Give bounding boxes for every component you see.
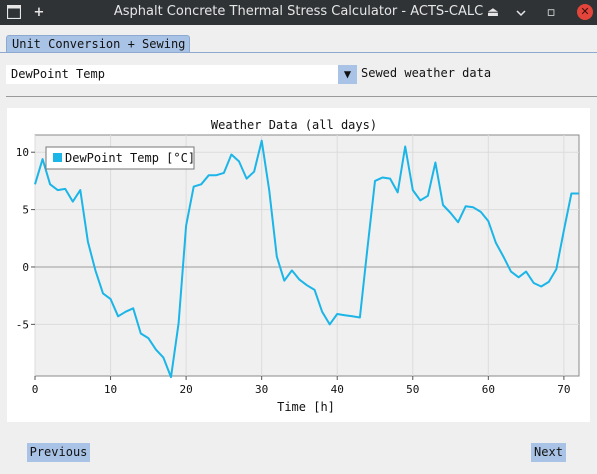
x-tick-label: 70 — [557, 383, 570, 396]
eject-icon[interactable]: ⏏ — [486, 5, 500, 20]
weather-chart: Weather Data (all days) Time [h] 0 10 20 30… — [16, 118, 580, 414]
add-icon[interactable]: + — [33, 5, 45, 20]
restore-icon[interactable]: ▫ — [546, 5, 556, 20]
next-button[interactable]: Next — [531, 443, 566, 462]
variable-select[interactable]: DewPoint Temp — [6, 65, 338, 84]
y-tick-label: 10 — [16, 146, 29, 159]
minimize-icon-svg — [516, 10, 526, 17]
window-menu-icon-svg — [6, 4, 22, 20]
legend-label: DewPoint Temp [°C] — [65, 151, 195, 165]
x-tick-label: 60 — [482, 383, 495, 396]
tab-unit-conversion-sewing[interactable]: Unit Conversion + Sewing — [6, 35, 190, 52]
x-tick-label: 40 — [331, 383, 344, 396]
series-line-dewpoint-temp — [34, 139, 579, 379]
x-tick-label: 0 — [32, 383, 39, 396]
minimize-icon[interactable] — [514, 3, 528, 22]
legend-box — [45, 146, 195, 170]
x-tick-label: 10 — [104, 383, 117, 396]
title-bar: + Asphalt Concrete Thermal Stress Calcul… — [0, 0, 597, 25]
y-tick-label: 0 — [22, 261, 29, 274]
divider — [6, 96, 597, 97]
x-tick-label: 30 — [255, 383, 268, 396]
window-title: Asphalt Concrete Thermal Stress Calculat… — [113, 4, 484, 19]
chevron-down-icon[interactable]: ▼ — [338, 65, 357, 84]
y-tick-label: 5 — [22, 204, 29, 217]
legend-swatch — [53, 153, 62, 162]
chart-legend: DewPoint Temp [°C] — [45, 146, 195, 170]
chart-panel: Weather Data (all days) Time [h] 0 10 20 30… — [7, 108, 590, 422]
status-label: Sewed weather data — [361, 66, 492, 80]
x-axis-label: Time [h] — [277, 400, 335, 414]
x-tick-label: 20 — [179, 383, 192, 396]
window-menu-icon[interactable] — [6, 3, 22, 22]
plot-area — [34, 134, 580, 377]
y-tick-label: -5 — [16, 318, 29, 331]
x-tick-label: 50 — [406, 383, 419, 396]
close-icon[interactable]: ✕ — [577, 4, 593, 20]
chart-title: Weather Data (all days) — [211, 118, 377, 132]
previous-button[interactable]: Previous — [27, 443, 90, 462]
tab-bar-divider — [0, 52, 597, 53]
